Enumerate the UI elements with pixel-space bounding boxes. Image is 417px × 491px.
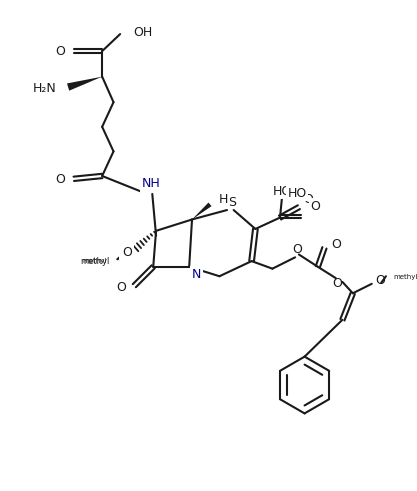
Polygon shape (67, 77, 102, 91)
Text: O: O (310, 200, 320, 213)
Text: O: O (376, 273, 385, 287)
Text: N: N (192, 268, 201, 281)
Text: H₂N: H₂N (33, 82, 57, 95)
Text: O: O (331, 238, 341, 250)
Text: NH: NH (142, 177, 161, 190)
Text: O: O (333, 277, 343, 290)
Text: OH: OH (133, 26, 153, 39)
Text: HO: HO (287, 187, 306, 199)
Text: H: H (219, 193, 228, 206)
Text: HO: HO (272, 185, 291, 197)
Text: O: O (55, 173, 65, 186)
Text: methyl: methyl (83, 258, 107, 264)
Text: S: S (228, 196, 236, 209)
Text: O: O (304, 193, 314, 206)
Text: O: O (123, 246, 133, 259)
Text: methyl: methyl (394, 274, 417, 280)
Text: methyl: methyl (80, 257, 110, 266)
Text: O: O (121, 245, 131, 258)
Polygon shape (192, 203, 211, 219)
Text: O: O (116, 281, 126, 294)
Text: O: O (55, 45, 65, 57)
Text: O: O (292, 243, 302, 256)
